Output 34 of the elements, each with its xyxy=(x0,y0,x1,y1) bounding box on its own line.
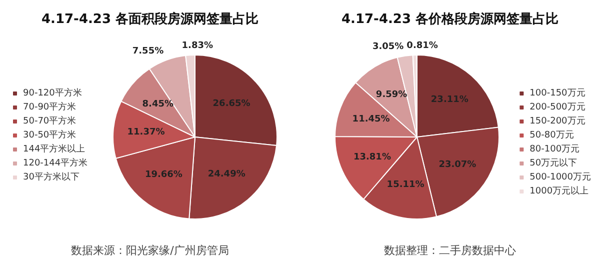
legend-label: 30-50平方米 xyxy=(23,130,76,140)
legend-label: 150-200万元 xyxy=(530,116,586,126)
legend-label: 90-120平方米 xyxy=(23,88,82,98)
legend-label: 70-90平方米 xyxy=(23,102,76,112)
data-label: 3.05% xyxy=(372,42,404,52)
data-label: 24.49% xyxy=(208,170,246,180)
data-label: 13.81% xyxy=(353,152,391,162)
data-label: 7.55% xyxy=(132,46,164,57)
legend-label: 50-70平方米 xyxy=(23,116,76,126)
data-label: 1.83% xyxy=(182,41,214,52)
data-label: 11.37% xyxy=(127,127,165,138)
data-label: 8.45% xyxy=(142,100,174,110)
legend-label: 200-500万元 xyxy=(530,102,586,112)
text: 数据整理：二手房数据中心 xyxy=(384,244,516,257)
source-note: 数据来源：阳光家缘/广州房管局 xyxy=(71,244,229,257)
legend-label: 1000万元以上 xyxy=(530,186,589,196)
data-label: 11.45% xyxy=(352,114,390,124)
data-label: 0.81% xyxy=(406,41,438,52)
legend-label: 30平方米以下 xyxy=(23,172,80,182)
data-label: 23.11% xyxy=(430,95,468,106)
data-label: 9.59% xyxy=(376,90,408,100)
data-label: 23.07% xyxy=(438,160,476,170)
chart-title: 4.17-4.23 各价格段房源网签量占比 xyxy=(341,11,559,27)
legend-label: 80-100万元 xyxy=(530,144,580,154)
legend-label: 50-80万元 xyxy=(530,130,574,140)
data-label: 19.66% xyxy=(144,170,182,180)
legend-label: 120-144平方米 xyxy=(23,158,88,168)
data-label: 15.11% xyxy=(386,180,424,190)
data-label: 26.65% xyxy=(212,99,250,110)
legend-label: 144平方米以上 xyxy=(23,144,86,154)
legend-label: 100-150万元 xyxy=(530,88,586,98)
chart-title: 4.17-4.23 各面积段房源网签量占比 xyxy=(41,11,259,27)
legend-label: 500-1000万元 xyxy=(530,172,592,182)
legend-label: 50万元以下 xyxy=(530,158,578,168)
